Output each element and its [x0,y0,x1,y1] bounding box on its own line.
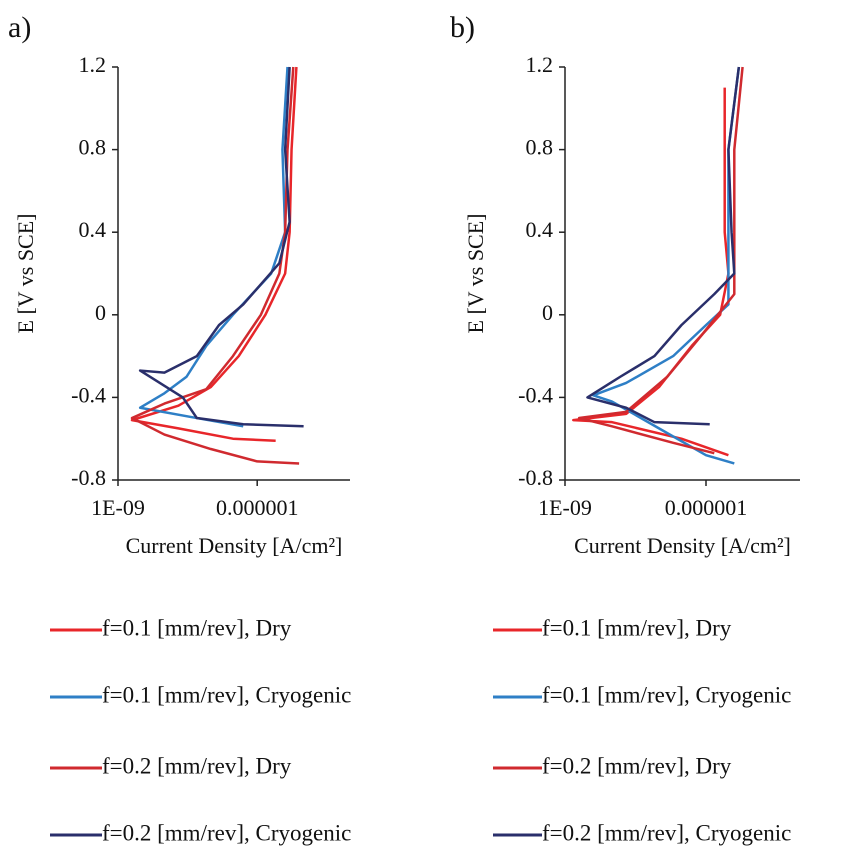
y-tick-label: 1.2 [79,52,107,77]
y-tick-label: -0.4 [518,382,553,407]
panel: a) 1.2 0.8 0.4 0 -0.4 -0.8 1E-09 0.000001 Current… [8,11,351,845]
x-tick-label: 1E-09 [91,495,145,520]
series-line [130,66,298,443]
y-tick-label: 0 [95,300,106,325]
y-tick-label: 0.4 [526,217,554,242]
legend-label: f=0.1 [mm/rev], Dry [542,615,732,640]
legend-label: f=0.2 [mm/rev], Dry [542,753,732,778]
y-axis-label: E [V vs SCE] [463,214,488,334]
x-axis-label: Current Density [A/cm²] [126,533,343,558]
x-tick-label: 0.000001 [216,495,299,520]
series-line [138,66,289,428]
legend-label: f=0.2 [mm/rev], Cryogenic [102,820,351,845]
x-tick-label: 1E-09 [538,495,592,520]
legend-label: f=0.2 [mm/rev], Dry [102,753,292,778]
y-tick-label: -0.4 [71,382,106,407]
y-tick-label: -0.8 [518,465,553,490]
series-line [592,66,741,465]
panel-label: a) [8,11,31,44]
legend-label: f=0.1 [mm/rev], Cryogenic [542,682,791,707]
x-tick-label: 0.000001 [665,495,748,520]
legend-label: f=0.1 [mm/rev], Dry [102,615,292,640]
series-line [577,66,744,455]
series-line [130,66,300,465]
y-tick-label: 0 [542,300,553,325]
y-tick-label: 0.4 [79,217,107,242]
y-axis-label: E [V vs SCE] [13,214,38,334]
legend-label: f=0.2 [mm/rev], Cryogenic [542,820,791,845]
y-tick-label: 1.2 [526,52,554,77]
y-tick-label: -0.8 [71,465,106,490]
legend-label: f=0.1 [mm/rev], Cryogenic [102,682,351,707]
series-line [138,66,304,428]
panel-label: b) [450,11,475,44]
y-tick-label: 0.8 [526,135,554,160]
y-tick-label: 0.8 [79,135,107,160]
series-line [586,66,741,426]
x-axis-label: Current Density [A/cm²] [574,533,791,558]
panel: b) 1.2 0.8 0.4 0 -0.4 -0.8 1E-09 0.000001 Current… [450,11,800,845]
